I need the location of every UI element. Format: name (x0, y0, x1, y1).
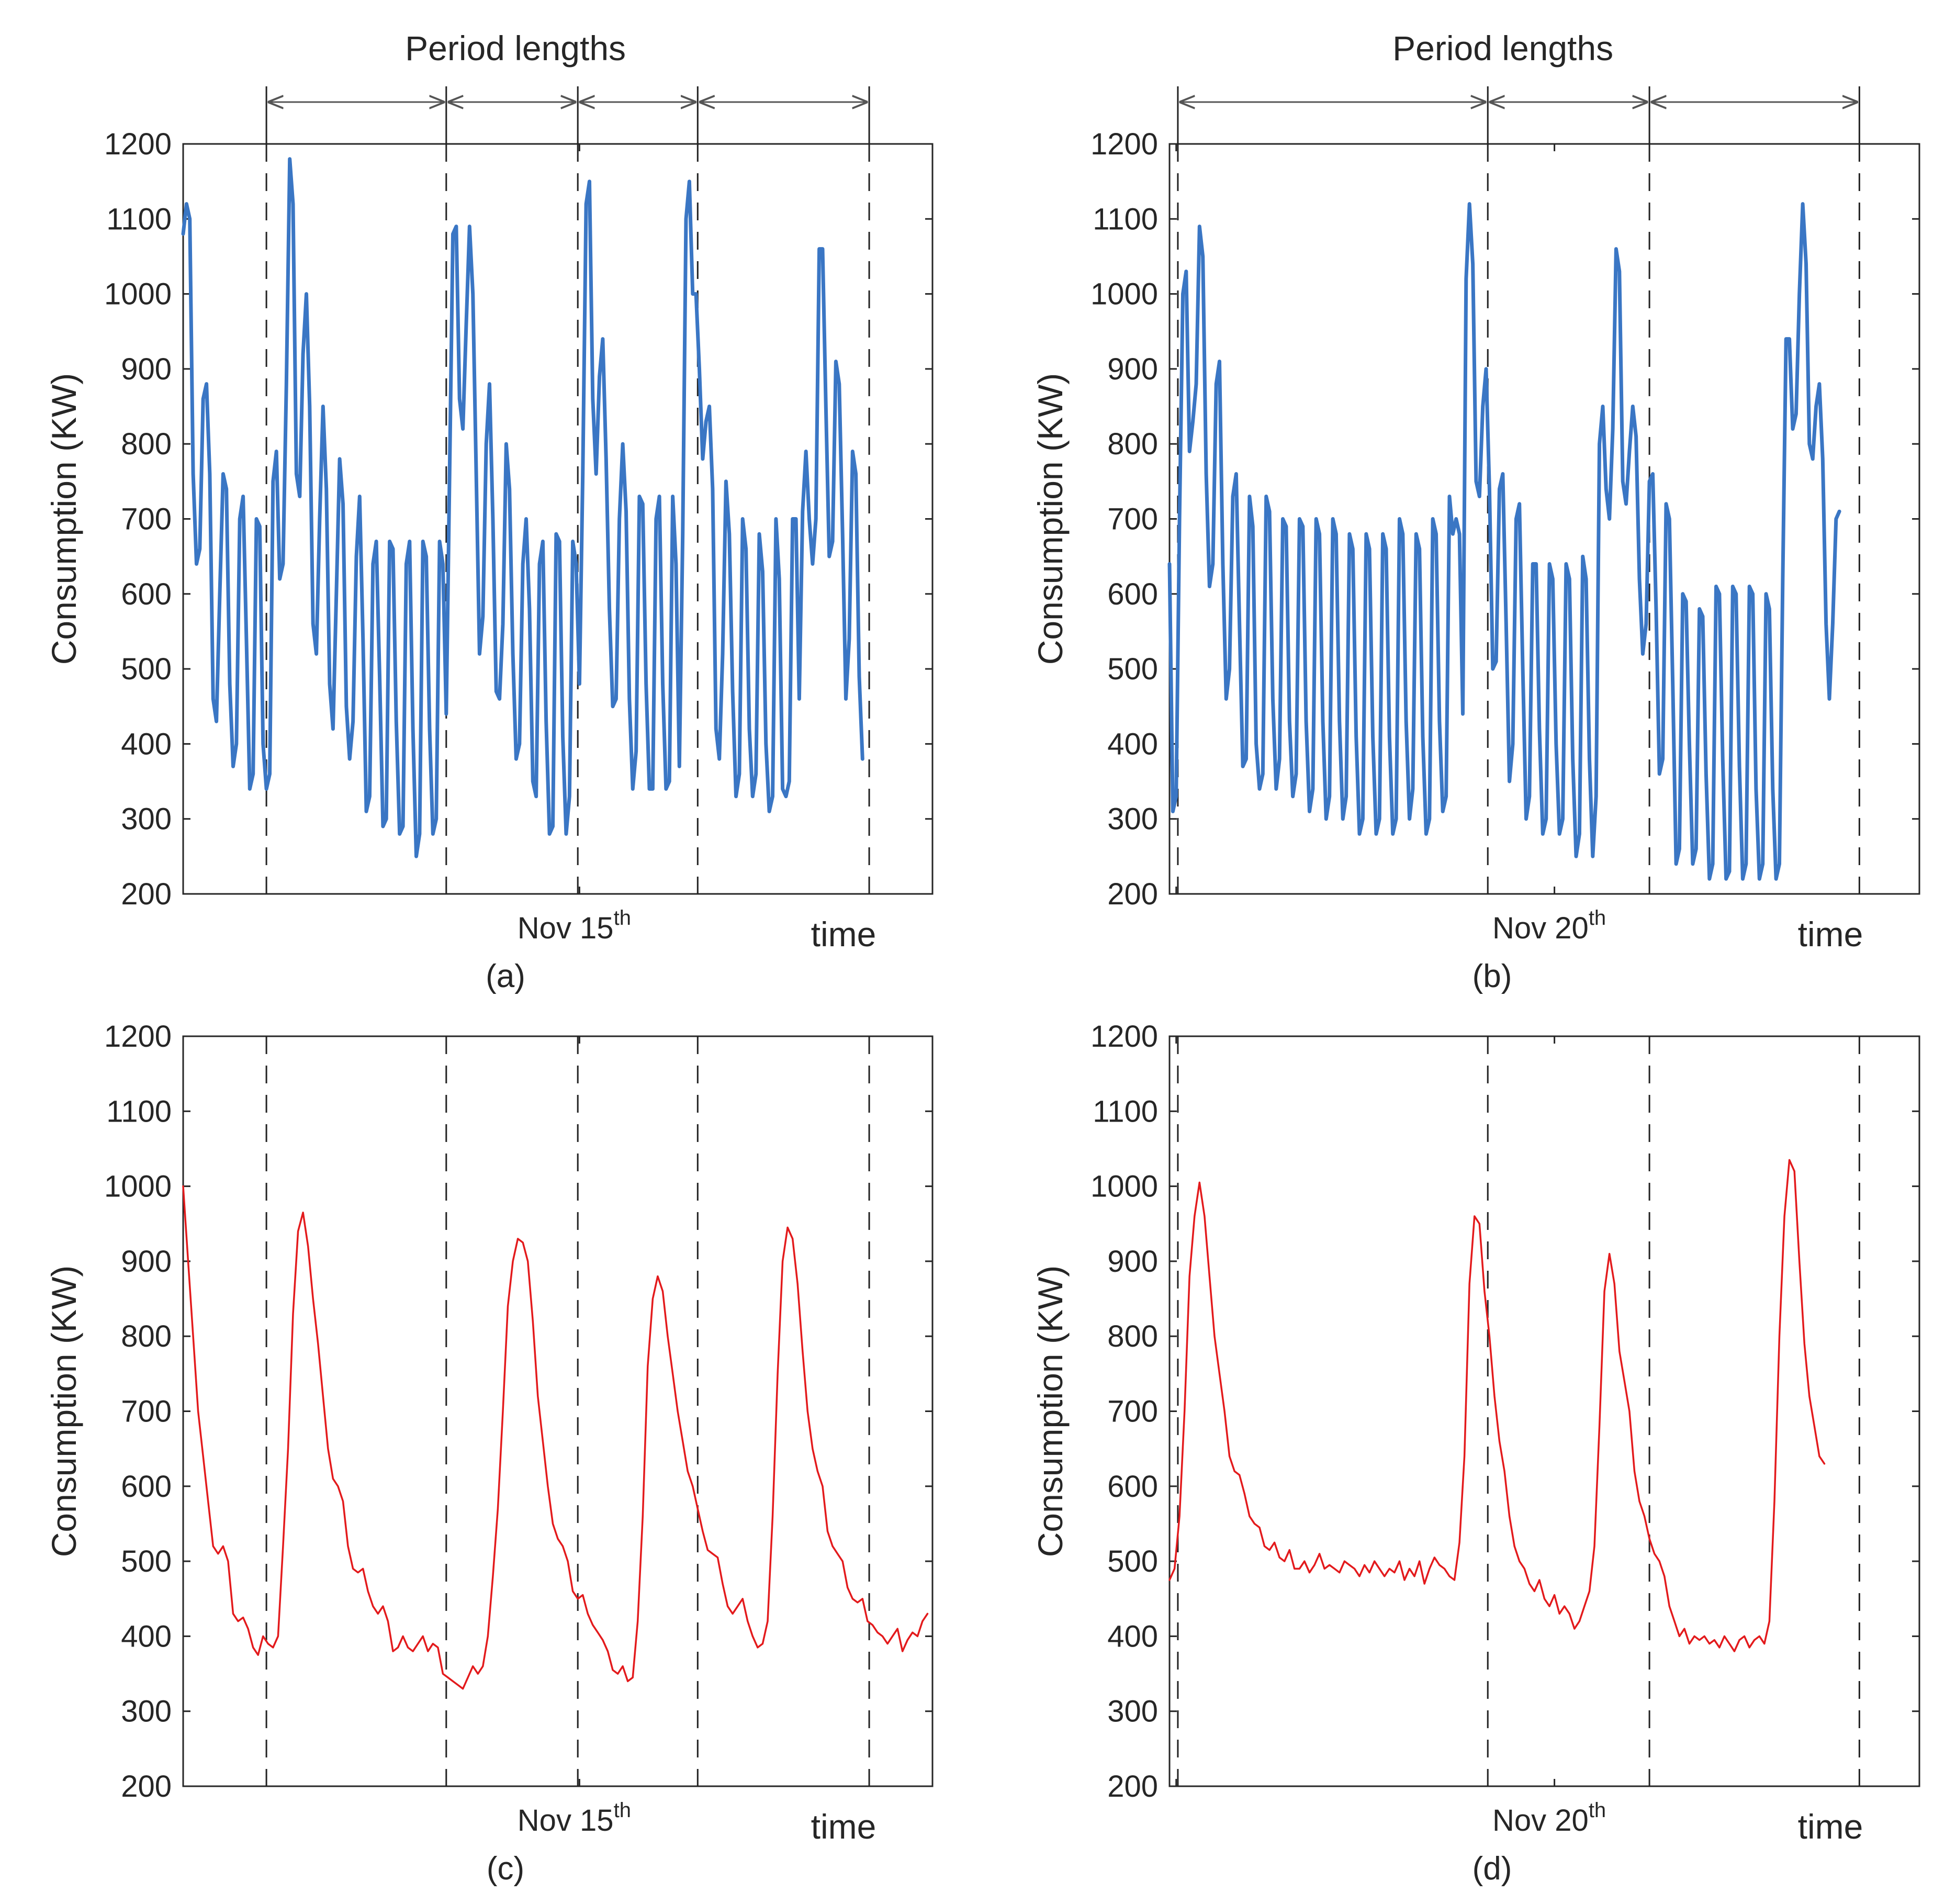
y-tick-label: 1100 (1093, 1094, 1158, 1128)
y-tick-label: 300 (121, 802, 172, 836)
y-tick-label: 200 (1107, 1769, 1158, 1804)
x-date-text: Nov 20 (1492, 1804, 1589, 1838)
y-tick-label: 1100 (106, 202, 172, 236)
period-lengths-title: Period lengths (405, 29, 626, 68)
y-tick-label: 500 (121, 652, 172, 686)
y-tick-label: 1200 (1091, 1020, 1158, 1054)
y-tick-label: 400 (1107, 727, 1158, 761)
x-date-label: Nov 15th (518, 1799, 631, 1838)
series-line (182, 1185, 929, 1690)
panels: 200 300 400 500 600 700 800 900 1000 1100 1200 Cons… (44, 29, 1920, 1887)
x-axis-title: time (1798, 1807, 1863, 1846)
y-tick-label: 1200 (104, 1020, 172, 1054)
panel-label: (b) (1472, 958, 1512, 994)
y-tick-label: 400 (121, 727, 172, 761)
y-tick-label: 600 (121, 1470, 172, 1504)
series-line (181, 157, 864, 858)
y-tick-label: 700 (1107, 1395, 1158, 1429)
y-tick-label: 200 (121, 1769, 172, 1804)
y-tick-label: 1000 (104, 277, 172, 311)
y-tick-label: 800 (1107, 1319, 1158, 1353)
series-line (1168, 1159, 1826, 1652)
y-tick-label: 1000 (1091, 277, 1158, 311)
y-tick-label: 800 (121, 427, 172, 461)
panel-label: (c) (487, 1851, 524, 1887)
y-tick-label: 900 (121, 1245, 172, 1279)
x-axis-title: time (811, 915, 876, 954)
y-tick-label: 500 (121, 1544, 172, 1578)
y-tick-label: 600 (1107, 1470, 1158, 1504)
y-tick-label: 900 (1107, 352, 1158, 386)
y-tick-label: 800 (1107, 427, 1158, 461)
y-tick-label: 1200 (1091, 127, 1158, 161)
x-axis-title: time (1798, 915, 1863, 954)
x-date-label: Nov 15th (518, 906, 631, 945)
y-tick-label: 200 (1107, 877, 1158, 911)
plot-area-frame (1168, 1035, 1920, 1787)
panel-a: 200 300 400 500 600 700 800 900 1000 1100 1200 Cons… (44, 29, 934, 994)
series-line (1167, 202, 1841, 881)
y-tick-label: 700 (1107, 502, 1158, 536)
x-date-text: Nov 20 (1492, 911, 1589, 945)
y-tick-label: 300 (1107, 802, 1158, 836)
y-tick-label: 500 (1107, 1544, 1158, 1578)
y-axis-title: Consumption (KW) (44, 373, 83, 665)
y-tick-label: 1000 (1091, 1170, 1158, 1204)
y-axis-title: Consumption (KW) (1031, 373, 1070, 665)
y-tick-label: 1100 (106, 1094, 172, 1128)
y-tick-label: 800 (121, 1319, 172, 1353)
x-date-sup: th (1589, 1799, 1606, 1822)
x-date-sup: th (1589, 906, 1606, 929)
y-tick-label: 1200 (104, 127, 172, 161)
x-date-sup: th (614, 906, 631, 929)
panel-label: (a) (486, 958, 525, 994)
y-tick-label: 300 (121, 1695, 172, 1729)
y-tick-label: 600 (1107, 577, 1158, 611)
y-tick-label: 700 (121, 502, 172, 536)
x-date-sup: th (614, 1799, 631, 1822)
y-tick-label: 900 (121, 352, 172, 386)
y-tick-label: 500 (1107, 652, 1158, 686)
x-date-text: Nov 15 (518, 911, 614, 945)
plot-area-frame (182, 1035, 934, 1787)
y-tick-label: 400 (121, 1619, 172, 1653)
panel-d: 200 300 400 500 600 700 800 900 1000 1100 1200 Cons… (1031, 1020, 1920, 1887)
y-tick-label: 1100 (1093, 202, 1158, 236)
y-tick-label: 1000 (104, 1170, 172, 1204)
x-axis-title: time (811, 1807, 876, 1846)
y-axis-title: Consumption (KW) (1031, 1265, 1070, 1558)
y-tick-label: 200 (121, 877, 172, 911)
y-tick-label: 700 (121, 1395, 172, 1429)
y-tick-label: 600 (121, 577, 172, 611)
x-date-text: Nov 15 (518, 1804, 614, 1838)
y-tick-label: 300 (1107, 1695, 1158, 1729)
panel-label: (d) (1472, 1851, 1512, 1887)
x-date-label: Nov 20th (1492, 1799, 1606, 1838)
y-axis-title: Consumption (KW) (44, 1265, 83, 1558)
panel-b: 200 300 400 500 600 700 800 900 1000 1100 1200 Cons… (1031, 29, 1920, 994)
y-tick-label: 900 (1107, 1245, 1158, 1279)
x-date-label: Nov 20th (1492, 906, 1606, 945)
period-lengths-title: Period lengths (1392, 29, 1613, 68)
y-tick-label: 400 (1107, 1619, 1158, 1653)
panel-c: 200 300 400 500 600 700 800 900 1000 1100 1200 Cons… (44, 1020, 934, 1887)
